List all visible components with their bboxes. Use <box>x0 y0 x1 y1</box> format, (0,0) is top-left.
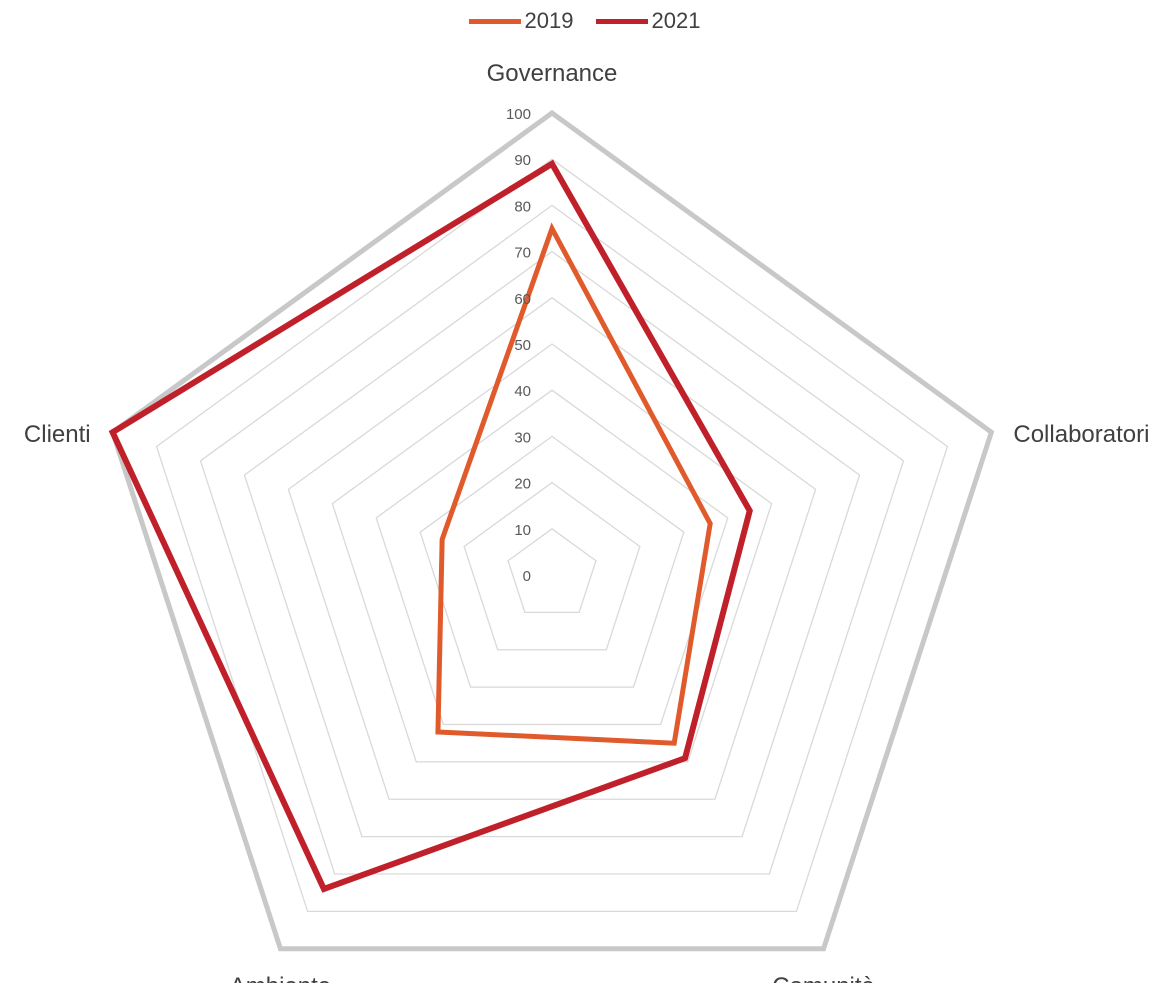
tick-label: 0 <box>523 568 531 585</box>
tick-label: 30 <box>514 429 531 446</box>
legend-label-2021: 2021 <box>651 8 701 33</box>
tick-label: 70 <box>514 245 531 262</box>
tick-label: 80 <box>514 198 531 215</box>
tick-label: 40 <box>514 383 531 400</box>
category-label: Ambiente <box>230 973 331 983</box>
category-label: Clienti <box>24 421 91 448</box>
radial-tick-labels: 0 10 20 30 40 50 60 70 80 90 100 <box>506 106 531 585</box>
category-label: Collaboratori <box>1013 421 1149 448</box>
category-label: Governance <box>487 60 618 87</box>
legend-item-2021[interactable]: 2021 <box>595 8 701 34</box>
tick-label: 20 <box>514 476 531 493</box>
radar-grid <box>109 109 995 952</box>
grid-ring-6 <box>287 296 817 800</box>
series-line-2019 <box>435 222 713 746</box>
grid-ring-3 <box>419 435 685 688</box>
radar-series <box>108 159 753 893</box>
grid-ring-5 <box>331 343 773 763</box>
grid-ring-10 <box>109 109 995 952</box>
grid-ring-7 <box>243 250 861 838</box>
grid-ring-1 <box>507 527 597 614</box>
legend: 2019 2021 <box>0 8 1169 34</box>
tick-label: 50 <box>514 337 531 354</box>
tick-label: 60 <box>514 291 531 308</box>
legend-item-2019[interactable]: 2019 <box>468 8 574 34</box>
legend-label-2019: 2019 <box>524 8 574 33</box>
legend-swatch-2021 <box>595 18 648 24</box>
category-labels: Governance Collaboratori Comunità Ambiente C… <box>24 60 1150 983</box>
grid-ring-8 <box>199 204 905 875</box>
tick-label: 100 <box>506 106 531 123</box>
grid-ring-2 <box>463 481 641 651</box>
tick-label: 10 <box>514 522 531 539</box>
category-label: Comunità <box>772 973 875 983</box>
legend-swatch-2019 <box>468 18 521 24</box>
series-line-2021 <box>108 159 753 893</box>
tick-label: 90 <box>514 152 531 169</box>
grid-ring-9 <box>155 158 949 913</box>
